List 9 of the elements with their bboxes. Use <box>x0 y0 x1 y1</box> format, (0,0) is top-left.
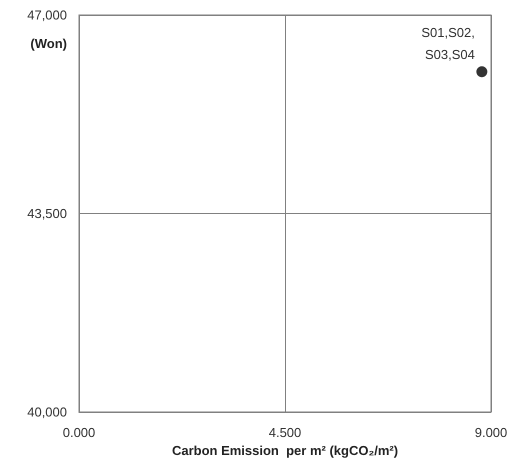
x-axis-title: Carbon Emission per m² (kgCO₂/m²) <box>172 443 398 458</box>
y-tick-label: 40,000 <box>27 404 67 420</box>
x-tick-label: 9.000 <box>474 425 508 440</box>
y-tick-label: 43,500 <box>27 206 67 221</box>
y-axis-title: (Won) <box>30 36 67 51</box>
x-tick-label: 4.500 <box>268 425 302 440</box>
annotation: S01,S02, S03,S04 <box>421 25 475 62</box>
y-tick-label: 47,000 <box>27 8 67 22</box>
x-tick-label: 0.000 <box>62 425 96 440</box>
